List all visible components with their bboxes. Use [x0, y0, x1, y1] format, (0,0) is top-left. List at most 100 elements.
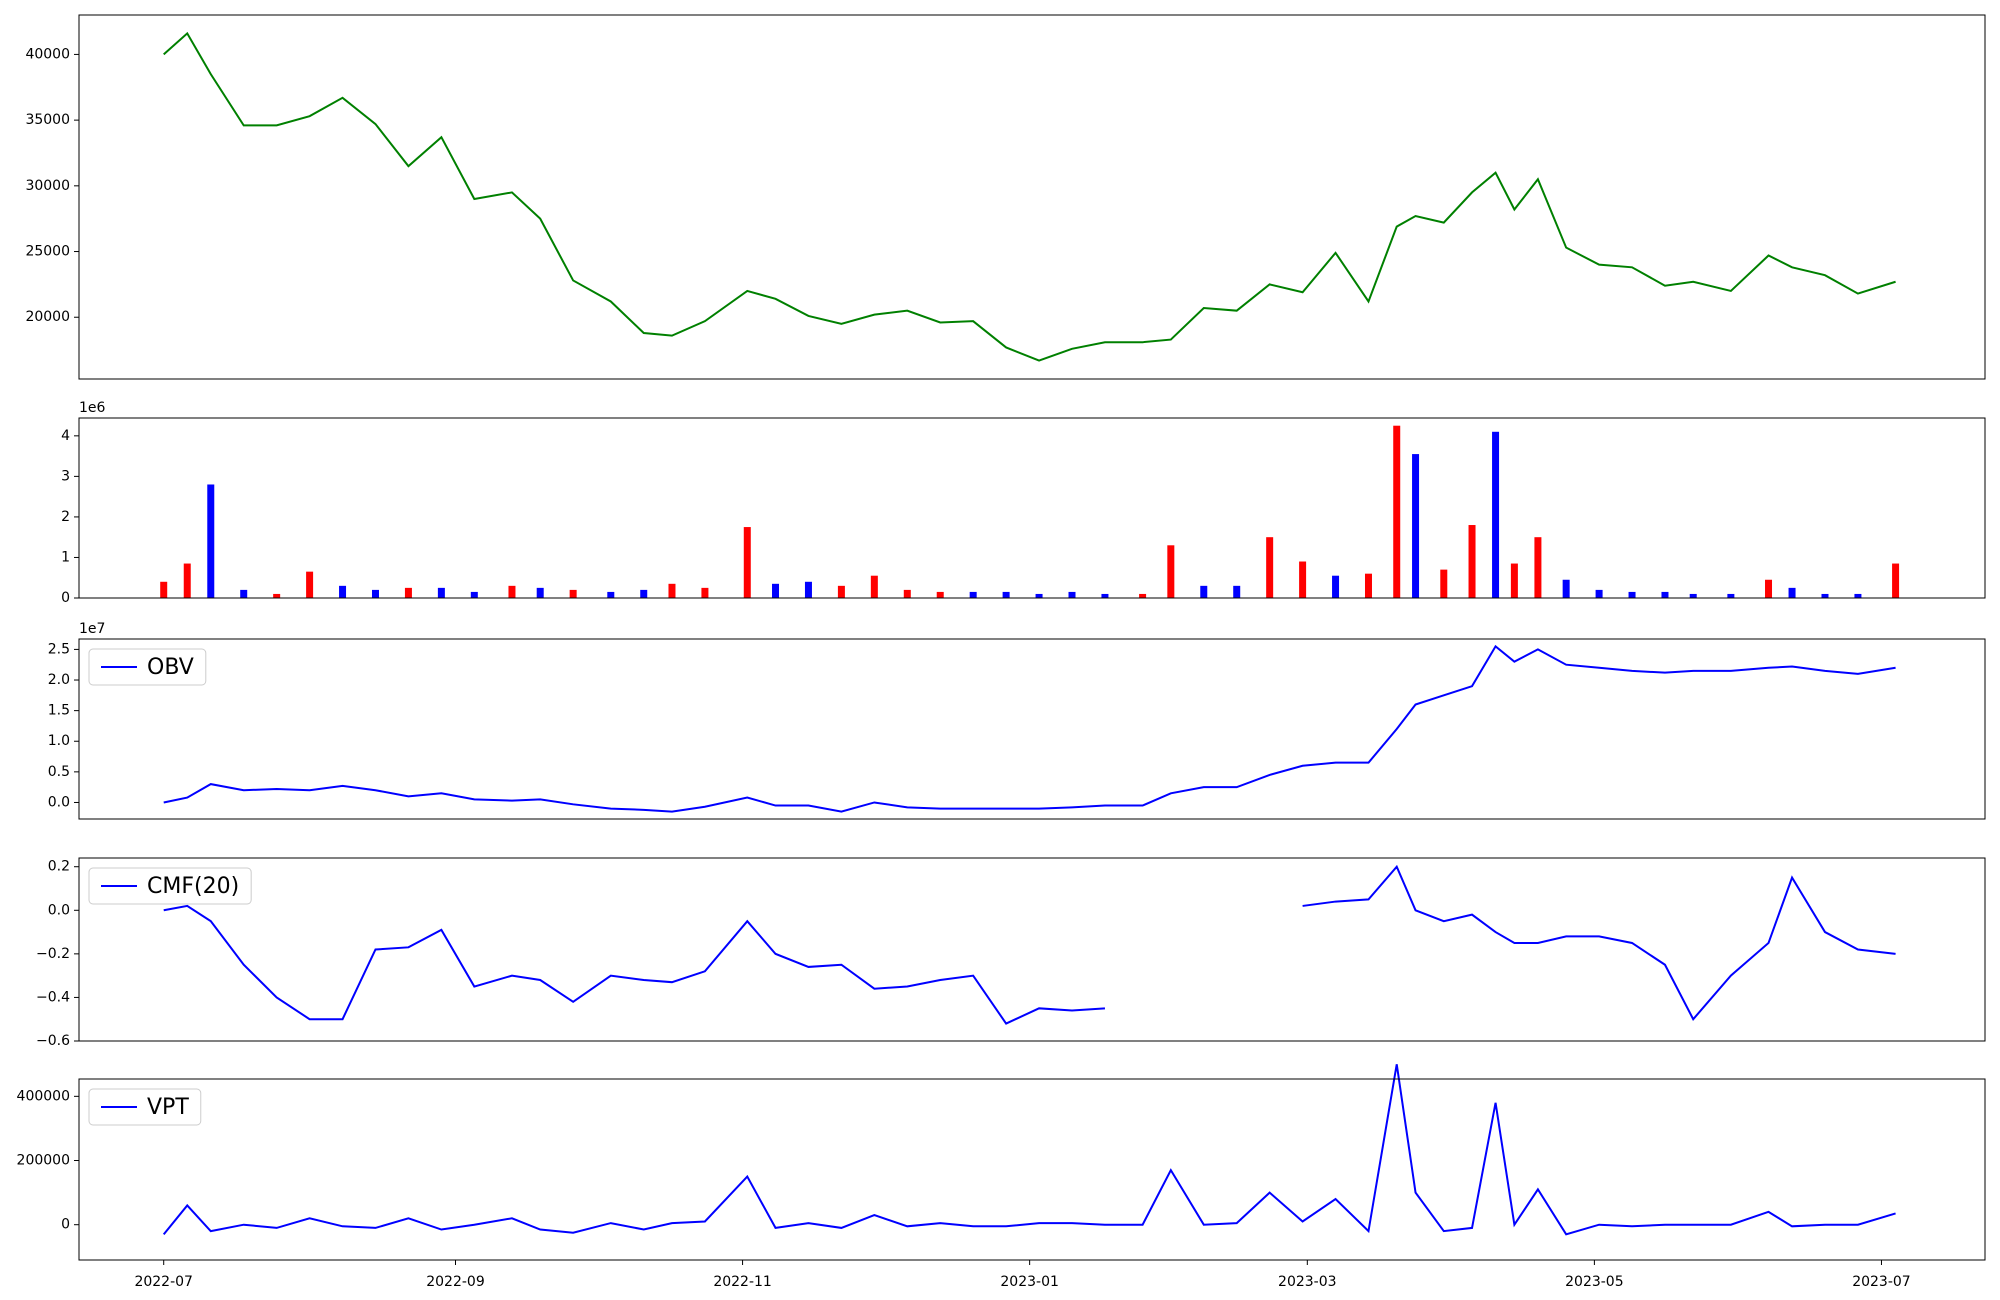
volume-bar: [1101, 593, 1109, 598]
legend-box: [88, 1088, 202, 1126]
y-tick-label: 1: [61, 549, 70, 565]
legend-label: OBV: [147, 655, 194, 680]
volume-bar: [1788, 587, 1796, 598]
volume-bar: [607, 591, 615, 598]
volume-bar: [1492, 431, 1500, 598]
y-tick-label: 0.2: [48, 859, 70, 875]
volume-bar: [1595, 589, 1603, 598]
volume-bar: [1200, 585, 1208, 598]
volume-bar: [1534, 537, 1542, 598]
volume-bar: [1892, 563, 1900, 598]
volume-bar: [1440, 569, 1448, 598]
volume-bar: [470, 591, 478, 598]
axes-frame: [78, 14, 1986, 380]
y-tick-label: 30000: [25, 178, 70, 194]
x-tick-label: 2023-01: [1000, 1274, 1059, 1290]
volume-bar: [936, 591, 944, 598]
price-line: [163, 31, 1896, 362]
volume-bar: [1510, 563, 1518, 598]
volume-bar: [772, 583, 780, 598]
y-tick-label: 1.0: [48, 733, 70, 749]
volume-bar: [1689, 593, 1697, 598]
volume-bar: [240, 589, 248, 598]
indicator-line: [163, 864, 1896, 1025]
volume-bar: [339, 585, 347, 598]
y-tick-label: 0.0: [48, 902, 70, 918]
x-tick-label: 2023-07: [1852, 1274, 1911, 1290]
volume-bar: [1035, 593, 1043, 598]
volume-bar: [668, 583, 676, 598]
volume-bar: [1412, 454, 1420, 598]
axes-frame: [78, 638, 1986, 820]
legend-label: VPT: [147, 1095, 189, 1120]
y-tick-label: 2.0: [48, 672, 70, 688]
legend-box: [88, 648, 207, 686]
volume-bar: [1002, 591, 1010, 598]
volume-bar: [1266, 537, 1274, 598]
y-tick-label: 0.5: [48, 764, 70, 780]
volume-bar: [306, 571, 314, 598]
y-tick-label: 0.0: [48, 794, 70, 810]
volume-bar: [1765, 579, 1773, 598]
volume-bar: [1332, 575, 1340, 598]
y-tick-label: 4: [61, 428, 70, 444]
volume-bar: [903, 589, 911, 598]
volume-bar: [1299, 561, 1307, 598]
indicator-line: [162, 1064, 1896, 1236]
axes-frame: [78, 1078, 1986, 1261]
axes-frame: [78, 417, 1986, 599]
y-tick-label: 20000: [25, 309, 70, 325]
y-tick-label: −0.2: [36, 946, 70, 962]
y-tick-label: 2: [61, 509, 70, 525]
x-tick-label: 2022-11: [713, 1274, 772, 1290]
volume-bar: [1068, 591, 1076, 598]
y-tick-label: 3: [61, 468, 70, 484]
volume-bar: [1661, 591, 1669, 598]
y-tick-label: 40000: [25, 46, 70, 62]
volume-bar: [1233, 585, 1241, 598]
y-tick-label: 400000: [17, 1088, 70, 1104]
volume-bar: [1562, 579, 1570, 598]
volume-bar: [437, 587, 445, 598]
volume-bar: [569, 589, 577, 598]
x-tick-label: 2023-03: [1278, 1274, 1337, 1290]
y-tick-label: 1.5: [48, 703, 70, 719]
axes-frame: [78, 857, 1986, 1042]
volume-bar: [273, 593, 281, 598]
volume-bar: [1727, 593, 1735, 598]
x-tick-label: 2022-07: [134, 1274, 193, 1290]
volume-bar: [1821, 593, 1829, 598]
volume-bar: [743, 527, 751, 598]
y-tick-label: 25000: [25, 244, 70, 260]
y-tick-label: 2.5: [48, 641, 70, 657]
y-tick-label: 200000: [17, 1153, 70, 1169]
volume-bar: [1364, 573, 1372, 598]
y-tick-label: −0.6: [36, 1033, 70, 1049]
legend-box: [88, 867, 252, 905]
offset-label: 1e7: [79, 621, 105, 637]
volume-bar: [804, 581, 812, 598]
volume-bar: [183, 563, 191, 598]
x-tick-label: 2022-09: [426, 1274, 485, 1290]
y-tick-label: −0.4: [36, 989, 70, 1005]
volume-bar: [160, 581, 168, 598]
volume-bar: [404, 587, 412, 598]
volume-bar: [536, 587, 544, 598]
volume-bar: [1628, 591, 1636, 598]
volume-bar: [1167, 545, 1175, 598]
y-tick-label: 35000: [25, 112, 70, 128]
volume-bar: [1854, 593, 1862, 598]
volume-bar: [1468, 525, 1476, 598]
volume-bar: [207, 484, 215, 598]
y-tick-label: 0: [61, 1217, 70, 1233]
volume-bar: [640, 589, 648, 598]
volume-bar: [701, 587, 709, 598]
volume-bar: [837, 585, 845, 598]
volume-bar: [508, 585, 516, 598]
y-tick-label: 0: [61, 590, 70, 606]
x-tick-label: 2023-05: [1565, 1274, 1624, 1290]
volume-bar: [371, 589, 379, 598]
volume-bar: [1393, 425, 1401, 598]
